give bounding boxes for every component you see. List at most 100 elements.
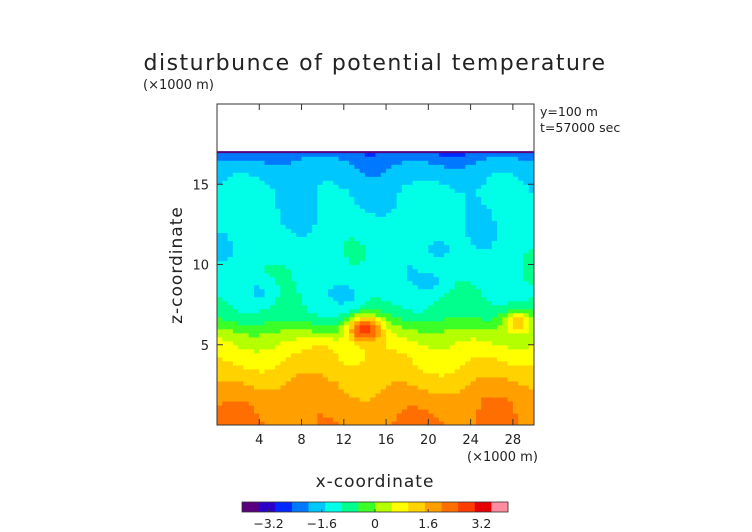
heatmap-cell [327, 364, 334, 370]
heatmap-cell [428, 252, 435, 258]
heatmap-cell [327, 172, 334, 177]
heatmap-cell [333, 348, 340, 354]
heatmap-cell [460, 280, 466, 286]
heatmap-cell [460, 348, 466, 354]
heatmap-cell [512, 344, 519, 350]
heatmap-cell [454, 200, 461, 205]
heatmap-cell [417, 156, 424, 161]
heatmap-cell [301, 236, 308, 242]
heatmap-cell [359, 204, 366, 209]
heatmap-cell [507, 296, 514, 302]
heatmap-cell [454, 228, 461, 233]
heatmap-cell [222, 184, 229, 189]
heatmap-cell [412, 208, 419, 213]
heatmap-cell [423, 312, 429, 318]
heatmap-cell [296, 340, 303, 346]
heatmap-cell [507, 392, 514, 398]
heatmap-cell [481, 152, 488, 157]
heatmap-cell [444, 168, 451, 173]
heatmap-cell [444, 240, 451, 246]
heatmap-cell [317, 180, 324, 185]
heatmap-cell [396, 196, 403, 201]
heatmap-cell [433, 368, 440, 374]
heatmap-cell [481, 172, 488, 177]
heatmap-cell [280, 204, 287, 209]
heatmap-cell [285, 200, 292, 205]
heatmap-cell [401, 372, 408, 378]
heatmap-cell [380, 360, 387, 366]
heatmap-cell [248, 384, 255, 390]
heatmap-cell [433, 228, 440, 233]
heatmap-cell [438, 348, 445, 354]
heatmap-cell [227, 340, 234, 346]
heatmap-cell [354, 324, 361, 330]
heatmap-cell [317, 332, 324, 338]
heatmap-cell [264, 160, 271, 165]
heatmap-cell [264, 236, 271, 242]
heatmap-cell [475, 344, 482, 350]
heatmap-cell [507, 364, 514, 370]
heatmap-cell [280, 368, 287, 374]
heatmap-cell [280, 404, 287, 410]
heatmap-cell [412, 408, 419, 414]
heatmap-cell [306, 220, 313, 225]
heatmap-cell [243, 396, 250, 402]
heatmap-cell [523, 220, 530, 225]
heatmap-cell [301, 352, 308, 358]
heatmap-cell [502, 308, 509, 314]
heatmap-cell [528, 260, 534, 266]
heatmap-cell [407, 296, 414, 302]
heatmap-cell [502, 408, 509, 414]
heatmap-cell [327, 244, 334, 250]
heatmap-cell [375, 416, 382, 422]
heatmap-cell [343, 364, 350, 370]
heatmap-cell [518, 196, 525, 201]
heatmap-cell [454, 328, 461, 334]
heatmap-cell [481, 252, 488, 258]
heatmap-cell [412, 280, 419, 286]
heatmap-cell [370, 344, 377, 350]
heatmap-cell [264, 248, 271, 254]
heatmap-cell [386, 184, 392, 189]
heatmap-cell [338, 404, 345, 410]
heatmap-cell [375, 344, 382, 350]
heatmap-cell [481, 180, 488, 185]
heatmap-cell [354, 336, 361, 342]
heatmap-cell [396, 252, 403, 258]
heatmap-cell [322, 220, 329, 225]
heatmap-cell [417, 380, 424, 386]
heatmap-cell [253, 324, 260, 330]
heatmap-cell [217, 408, 223, 414]
heatmap-cell [306, 344, 313, 350]
heatmap-cell [370, 408, 377, 414]
heatmap-cell [491, 328, 498, 334]
heatmap-cell [269, 412, 276, 418]
heatmap-cell [512, 184, 519, 189]
heatmap-cell [253, 224, 260, 229]
heatmap-cell [370, 260, 377, 266]
heatmap-cell [438, 368, 445, 374]
heatmap-cell [470, 408, 477, 414]
heatmap-cell [306, 248, 313, 254]
heatmap-cell [290, 292, 297, 298]
heatmap-cell [518, 412, 525, 418]
heatmap-cell [327, 252, 334, 258]
heatmap-cell [243, 272, 250, 278]
heatmap-cell [475, 228, 482, 233]
heatmap-cell [380, 364, 387, 370]
heatmap-cell [290, 296, 297, 302]
heatmap-cell [375, 200, 382, 205]
heatmap-cell [396, 168, 403, 173]
heatmap-cell [354, 268, 361, 274]
heatmap-cell [465, 256, 472, 262]
heatmap-cell [401, 228, 408, 233]
heatmap-cell [512, 224, 519, 229]
heatmap-cell [327, 400, 334, 406]
heatmap-cell [232, 184, 239, 189]
heatmap-cell [412, 396, 419, 402]
heatmap-cell [349, 284, 355, 290]
heatmap-cell [444, 188, 451, 193]
heatmap-cell [290, 368, 297, 374]
heatmap-cell [259, 392, 266, 398]
